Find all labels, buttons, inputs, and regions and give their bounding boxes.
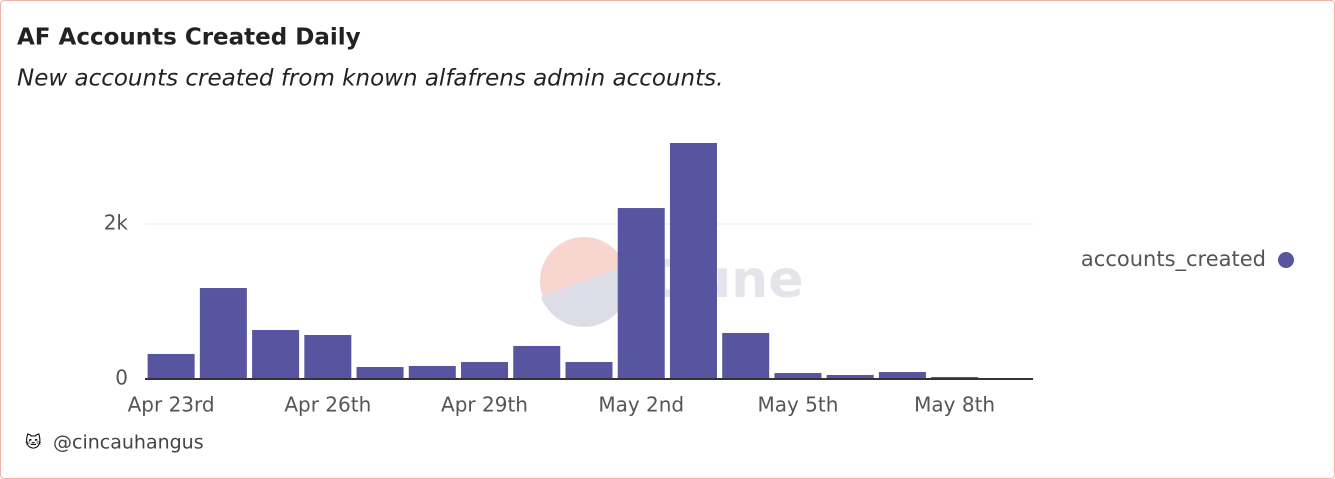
- bar: [722, 332, 770, 379]
- x-tick-label: May 8th: [914, 393, 995, 417]
- y-tick-label: 0: [115, 366, 128, 390]
- bar: [826, 374, 874, 379]
- bar: [199, 288, 247, 379]
- bar: [878, 372, 926, 379]
- x-tick-label: Apr 23rd: [128, 393, 215, 417]
- legend-swatch: [1278, 252, 1294, 268]
- x-tick-label: Apr 29th: [441, 393, 528, 417]
- author: @cincauhangus: [53, 432, 204, 454]
- bar: [461, 362, 509, 379]
- bar: [931, 376, 979, 379]
- x-tick-label: May 2nd: [598, 393, 684, 417]
- y-tick-label: 2k: [104, 211, 129, 235]
- bar: [147, 353, 195, 379]
- chart-title: AF Accounts Created Daily: [17, 25, 361, 51]
- bar: [774, 373, 822, 379]
- author-icon: 🐱: [25, 433, 42, 452]
- bar: [565, 362, 613, 379]
- bar: [304, 334, 352, 379]
- legend-label: accounts_created: [1081, 247, 1266, 272]
- bar: [669, 143, 717, 379]
- bar: [513, 345, 561, 379]
- bar: [408, 365, 456, 379]
- x-tick-label: Apr 26th: [284, 393, 371, 417]
- logo-segment: [541, 265, 630, 327]
- bar: [617, 208, 665, 379]
- bar: [356, 366, 404, 379]
- chart-subtitle: New accounts created from known alfafren…: [17, 66, 723, 92]
- x-tick-label: May 5th: [757, 393, 838, 417]
- bar: [252, 330, 300, 379]
